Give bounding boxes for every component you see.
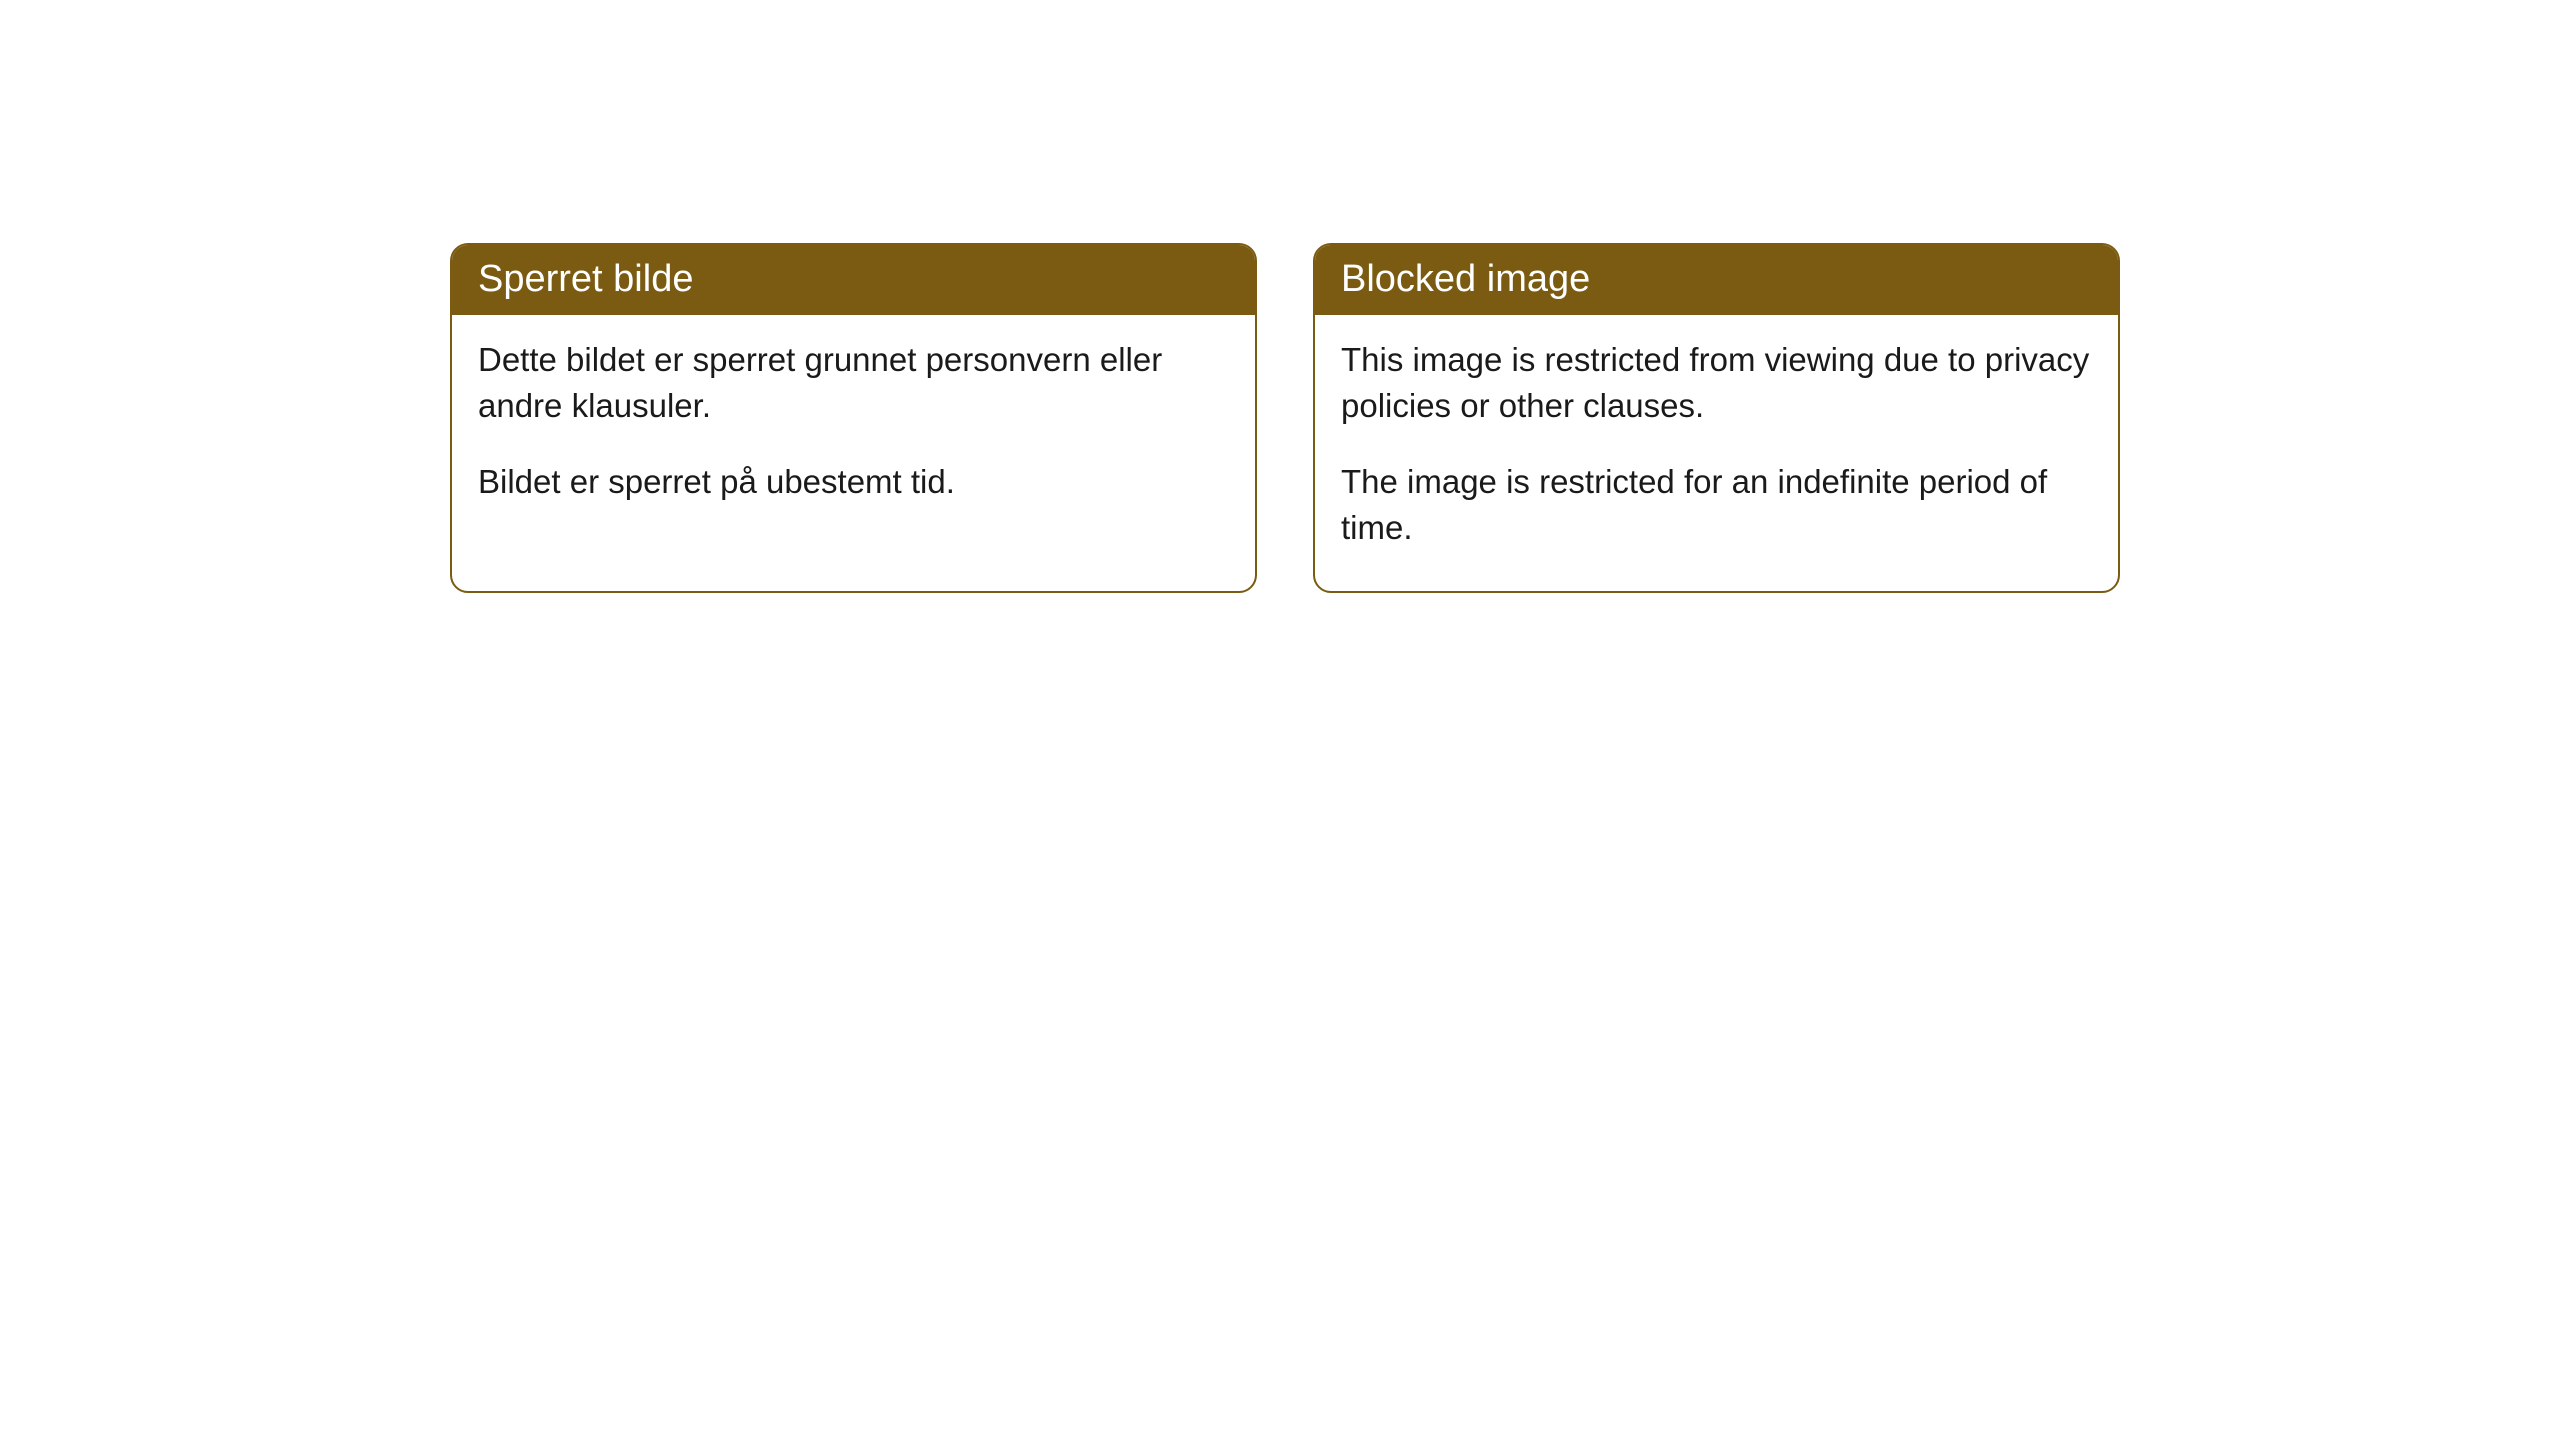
notice-card-english: Blocked image This image is restricted f…	[1313, 243, 2120, 593]
card-body: Dette bildet er sperret grunnet personve…	[452, 315, 1255, 546]
card-paragraph: Dette bildet er sperret grunnet personve…	[478, 337, 1229, 429]
notice-cards-container: Sperret bilde Dette bildet er sperret gr…	[450, 243, 2120, 593]
card-paragraph: Bildet er sperret på ubestemt tid.	[478, 459, 1229, 505]
card-header: Sperret bilde	[452, 245, 1255, 315]
notice-card-norwegian: Sperret bilde Dette bildet er sperret gr…	[450, 243, 1257, 593]
card-title: Blocked image	[1341, 258, 1590, 300]
card-body: This image is restricted from viewing du…	[1315, 315, 2118, 592]
card-paragraph: The image is restricted for an indefinit…	[1341, 459, 2092, 551]
card-header: Blocked image	[1315, 245, 2118, 315]
card-title: Sperret bilde	[478, 258, 693, 300]
card-paragraph: This image is restricted from viewing du…	[1341, 337, 2092, 429]
